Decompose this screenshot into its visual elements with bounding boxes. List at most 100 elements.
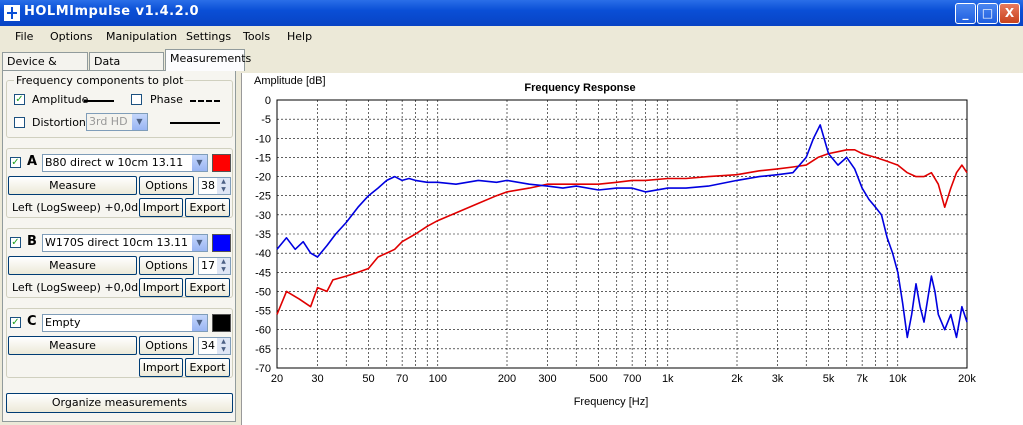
measurement-c-import-button[interactable]: Import	[139, 358, 183, 377]
y-tick-label: -30	[255, 210, 271, 222]
tab-measurements[interactable]: Measurements	[165, 49, 251, 71]
measurement-b-select[interactable]: W170S direct 10cm 13.11 ▼	[42, 234, 208, 252]
measurement-a-letter: A	[27, 154, 38, 169]
phase-checkbox[interactable]	[131, 94, 142, 105]
measurement-b-spinner[interactable]: 17 ▲ ▼	[198, 257, 231, 275]
measurement-b-letter: B	[27, 234, 37, 249]
measurement-c-spinner[interactable]: 34 ▲ ▼	[198, 337, 231, 355]
y-tick-label: -40	[255, 248, 271, 260]
y-tick-label: -45	[255, 267, 271, 279]
tab-data-analysis[interactable]: Data analysis	[89, 52, 164, 85]
y-tick-label: -60	[255, 325, 271, 337]
y-axis-label: Amplitude [dB]	[254, 75, 326, 87]
menu-help[interactable]: Help	[287, 30, 313, 43]
measurement-a-select[interactable]: B80 direct w 10cm 13.11 ▼	[42, 154, 208, 172]
minimize-button[interactable]: _	[955, 3, 976, 24]
app-icon	[4, 5, 20, 21]
measurement-a-export-button[interactable]: Export	[185, 198, 230, 217]
distortion-label: Distortion	[32, 116, 86, 129]
measurement-b-export-button[interactable]: Export	[185, 278, 230, 297]
frequency-response-plot[interactable]: Frequency Response Amplitude [dB] Freque…	[241, 73, 1023, 425]
measurement-a-color[interactable]	[212, 154, 231, 172]
x-tick-label: 10k	[889, 373, 907, 385]
distortion-select-value: 3rd HD	[89, 115, 128, 128]
measurement-c-measure-button[interactable]: Measure	[8, 336, 137, 355]
measurement-c-select[interactable]: Empty ▼	[42, 314, 208, 332]
x-tick-label: 50	[362, 373, 374, 385]
chart-title: Frequency Response	[524, 82, 635, 94]
y-tick-label: -50	[255, 286, 271, 298]
y-tick-label: -10	[255, 133, 271, 145]
spin-down-icon[interactable]: ▼	[217, 266, 230, 274]
x-tick-label: 20k	[958, 373, 976, 385]
chevron-down-icon: ▼	[132, 114, 147, 130]
amplitude-line-sample	[84, 100, 114, 102]
phase-line-sample	[190, 100, 220, 102]
maximize-button[interactable]: □	[977, 3, 998, 24]
measurement-c-export-button[interactable]: Export	[185, 358, 230, 377]
organize-measurements-button[interactable]: Organize measurements	[6, 393, 233, 413]
spin-down-icon[interactable]: ▼	[217, 186, 230, 194]
measurement-a-spin-value: 38	[201, 179, 215, 192]
title-bar: HOLMImpulse v1.4.2.0 _ □ X	[0, 0, 1023, 26]
menu-settings[interactable]: Settings	[186, 30, 232, 43]
series-line-1	[276, 124, 968, 339]
measurement-b-checkbox[interactable]: ✓	[10, 237, 21, 248]
measurement-c-options-button[interactable]: Options	[139, 336, 194, 355]
x-tick-label: 700	[623, 373, 641, 385]
menu-manipulation[interactable]: Manipulation	[106, 30, 178, 43]
measurement-c-checkbox[interactable]: ✓	[10, 317, 21, 328]
measurement-c-name: Empty	[45, 316, 81, 329]
chevron-down-icon: ▼	[192, 235, 207, 251]
y-tick-label: -65	[255, 344, 271, 356]
measurement-a-spinner[interactable]: 38 ▲ ▼	[198, 177, 231, 195]
frequency-components-title: Frequency components to plot	[14, 74, 186, 87]
x-axis-label: Frequency [Hz]	[574, 396, 649, 408]
measurement-a-options-button[interactable]: Options	[139, 176, 194, 195]
phase-label: Phase	[150, 93, 183, 106]
measurement-b-options-button[interactable]: Options	[139, 256, 194, 275]
x-tick-label: 1k	[662, 373, 674, 385]
y-tick-label: -25	[255, 191, 271, 203]
x-tick-label: 70	[396, 373, 408, 385]
amplitude-label: Amplitude	[32, 93, 89, 106]
x-tick-label: 300	[538, 373, 556, 385]
measurement-a-checkbox[interactable]: ✓	[10, 157, 21, 168]
grid	[276, 99, 968, 369]
spin-up-icon[interactable]: ▲	[217, 178, 230, 186]
distortion-checkbox[interactable]	[14, 117, 25, 128]
tab-device-signal[interactable]: Device & Signal	[2, 52, 88, 85]
menu-file[interactable]: File	[15, 30, 34, 43]
measurement-b-measure-button[interactable]: Measure	[8, 256, 137, 275]
spin-up-icon[interactable]: ▲	[217, 338, 230, 346]
spin-up-icon[interactable]: ▲	[217, 258, 230, 266]
series-lines	[276, 124, 968, 339]
y-tick-label: -55	[255, 306, 271, 318]
measurement-c-letter: C	[27, 314, 37, 329]
x-tick-label: 20	[271, 373, 283, 385]
close-button[interactable]: X	[999, 3, 1020, 24]
distortion-select[interactable]: 3rd HD ▼	[86, 113, 148, 131]
menu-options[interactable]: Options	[50, 30, 93, 43]
measurement-a-import-button[interactable]: Import	[139, 198, 183, 217]
x-tick-label: 500	[589, 373, 607, 385]
measurement-c-spin-value: 34	[201, 339, 215, 352]
measurement-b-import-button[interactable]: Import	[139, 278, 183, 297]
tick-labels: 0 -5 -10 -15 -20 -25 -30 -35 -40 -45 -50 -55 -60 -65 -…	[255, 95, 976, 385]
x-tick-label: 30	[311, 373, 323, 385]
series-line-0	[276, 149, 968, 315]
chevron-down-icon: ▼	[192, 155, 207, 171]
measurement-b-color[interactable]	[212, 234, 231, 252]
window-title: HOLMImpulse v1.4.2.0	[24, 4, 200, 19]
measurement-c-color[interactable]	[212, 314, 231, 332]
measurement-a-measure-button[interactable]: Measure	[8, 176, 137, 195]
x-tick-label: 7k	[856, 373, 868, 385]
menu-bar: File Options Manipulation Settings Tools…	[0, 27, 1023, 47]
menu-tools[interactable]: Tools	[243, 30, 271, 43]
amplitude-checkbox[interactable]: ✓	[14, 94, 25, 105]
panel-splitter[interactable]	[237, 72, 241, 425]
distortion-line-sample	[170, 122, 220, 124]
measurement-b-name: W170S direct 10cm 13.11	[45, 236, 189, 249]
spin-down-icon[interactable]: ▼	[217, 346, 230, 354]
y-tick-label: -20	[255, 172, 271, 184]
